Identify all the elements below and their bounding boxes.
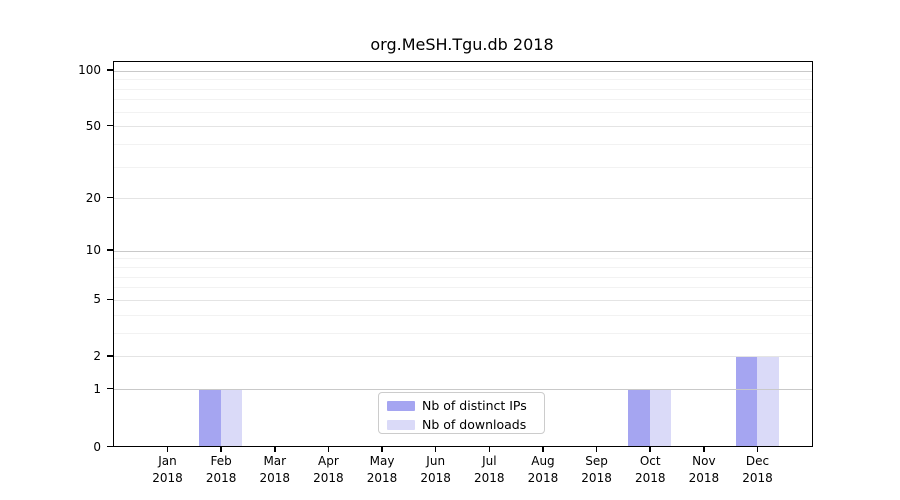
legend-label-nb-of-distinct-ips: Nb of distinct IPs — [422, 398, 527, 413]
gridline-y-50 — [114, 126, 812, 128]
x-tick-mark-nov — [703, 446, 705, 452]
y-tick-mark-5 — [107, 298, 113, 301]
gridline-y-10 — [114, 250, 812, 252]
gridline-y-2 — [114, 356, 812, 358]
x-tick-month: Jan — [158, 453, 177, 468]
x-tick-label-may: May 2018 — [350, 453, 414, 487]
bar-nb-of-distinct-ips-oct — [628, 389, 650, 446]
gridline-y-6 — [114, 287, 812, 289]
gridline-y-100 — [114, 70, 812, 72]
x-tick-month: Dec — [745, 453, 770, 468]
y-tick-label-10: 10 — [85, 243, 101, 258]
x-tick-month: Mar — [263, 453, 287, 468]
x-tick-label-jan: Jan 2018 — [136, 453, 200, 487]
gridline-y-90 — [114, 79, 812, 81]
bar-nb-of-downloads-feb — [220, 389, 243, 446]
x-tick-mark-jul — [488, 446, 491, 452]
x-tick-month: Nov — [692, 453, 716, 468]
x-tick-mark-aug — [542, 446, 544, 452]
y-tick-label-100: 100 — [78, 63, 101, 78]
gridline-y-5 — [114, 299, 812, 301]
x-tick-month: Apr — [318, 453, 339, 468]
y-tick-label-1: 1 — [93, 381, 101, 396]
x-tick-year: 2018 — [474, 470, 505, 485]
gridline-y-9 — [114, 258, 812, 260]
x-tick-label-oct: Oct 2018 — [618, 453, 682, 487]
x-tick-year: 2018 — [366, 470, 398, 485]
legend-swatch-nb-of-downloads — [387, 419, 415, 430]
gridline-y-80 — [114, 88, 812, 90]
gridline-y-8 — [114, 267, 812, 269]
x-tick-year: 2018 — [527, 470, 559, 485]
x-tick-mark-oct — [649, 446, 651, 452]
x-tick-mark-jan — [166, 446, 169, 452]
legend-swatch-nb-of-distinct-ips — [387, 400, 415, 411]
bar-nb-of-distinct-ips-feb — [199, 389, 221, 446]
legend-row: Nb of distinct IPs — [387, 396, 536, 415]
x-tick-mark-apr — [327, 446, 330, 452]
x-tick-mark-feb — [220, 446, 222, 452]
y-tick-label-5: 5 — [93, 292, 101, 307]
gridline-y-40 — [114, 143, 812, 145]
x-tick-month: Feb — [210, 453, 232, 468]
x-tick-label-jul: Jul 2018 — [457, 453, 521, 487]
legend-label-nb-of-downloads: Nb of downloads — [422, 417, 527, 432]
y-tick-mark-2 — [107, 355, 113, 357]
x-tick-month: Jun — [426, 453, 446, 468]
y-tick-label-50: 50 — [85, 118, 101, 133]
x-tick-year: 2018 — [420, 470, 451, 485]
x-tick-label-jun: Jun 2018 — [404, 453, 468, 487]
gridline-y-60 — [114, 111, 812, 113]
x-tick-year: 2018 — [688, 470, 720, 485]
y-tick-label-20: 20 — [85, 190, 101, 205]
y-tick-mark-10 — [107, 249, 113, 251]
y-tick-mark-1 — [107, 387, 113, 390]
gridline-y-20 — [114, 198, 812, 200]
bar-nb-of-distinct-ips-dec — [735, 356, 757, 446]
x-tick-label-aug: Aug 2018 — [511, 453, 575, 487]
x-tick-month: Jul — [482, 453, 497, 468]
x-tick-label-nov: Nov 2018 — [672, 453, 736, 487]
x-tick-month: Aug — [531, 453, 555, 468]
x-tick-month: May — [369, 453, 395, 468]
x-tick-year: 2018 — [205, 470, 237, 485]
x-tick-label-mar: Mar 2018 — [243, 453, 307, 487]
x-tick-year: 2018 — [581, 470, 612, 485]
y-tick-label-0: 0 — [93, 439, 101, 454]
plot-area: Nb of distinct IPs Nb of downloads — [113, 61, 813, 447]
bar-nb-of-downloads-dec — [757, 356, 779, 446]
x-tick-label-apr: Apr 2018 — [296, 453, 360, 487]
gridline-y-3 — [114, 332, 812, 334]
y-tick-mark-100 — [107, 69, 113, 71]
x-tick-mark-sep — [595, 446, 598, 452]
x-tick-label-dec: Dec 2018 — [726, 453, 790, 487]
x-tick-year: 2018 — [259, 470, 291, 485]
x-tick-mark-jun — [434, 446, 437, 452]
x-tick-year: 2018 — [634, 470, 666, 485]
x-tick-mark-dec — [756, 446, 759, 452]
bar-nb-of-downloads-oct — [649, 389, 672, 446]
y-tick-mark-0 — [107, 445, 113, 448]
chart-title: org.MeSH.Tgu.db 2018 — [370, 35, 554, 54]
x-tick-year: 2018 — [313, 470, 344, 485]
legend: Nb of distinct IPs Nb of downloads — [378, 392, 545, 434]
gridline-y-4 — [114, 314, 812, 316]
x-tick-mark-may — [381, 446, 383, 452]
x-tick-label-feb: Feb 2018 — [189, 453, 253, 487]
y-tick-mark-50 — [107, 124, 113, 127]
x-tick-month: Oct — [639, 453, 661, 468]
x-tick-month: Sep — [585, 453, 608, 468]
gridline-y-7 — [114, 276, 812, 278]
x-tick-year: 2018 — [742, 470, 773, 485]
gridline-y-30 — [114, 166, 812, 168]
x-tick-year: 2018 — [152, 470, 183, 485]
y-tick-label-2: 2 — [93, 348, 101, 363]
y-tick-mark-20 — [107, 196, 113, 199]
x-tick-label-sep: Sep 2018 — [565, 453, 629, 487]
x-tick-mark-mar — [274, 446, 276, 452]
gridline-y-70 — [114, 99, 812, 101]
legend-row: Nb of downloads — [387, 415, 536, 434]
